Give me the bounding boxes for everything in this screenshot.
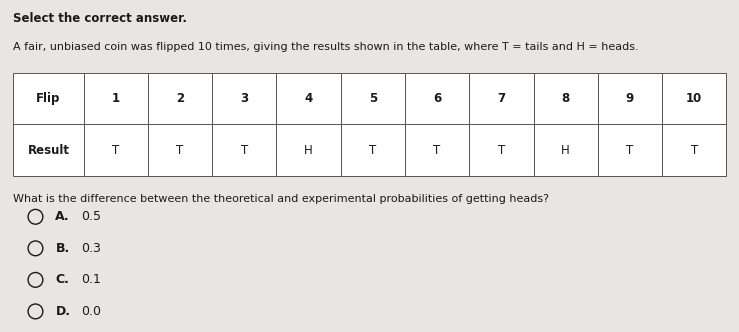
Text: A fair, unbiased coin was flipped 10 times, giving the results shown in the tabl: A fair, unbiased coin was flipped 10 tim… [13,42,639,51]
Text: Result: Result [27,144,69,157]
Bar [598,124,662,176]
Bar [405,124,469,176]
Text: 8: 8 [562,92,570,105]
Text: T: T [112,144,119,157]
Text: What is the difference between the theoretical and experimental probabilities of: What is the difference between the theor… [13,194,549,204]
Bar [405,73,469,124]
Bar [212,73,276,124]
Text: 3: 3 [240,92,248,105]
Bar [13,124,84,176]
Bar [276,73,341,124]
Text: T: T [691,144,698,157]
Text: 4: 4 [304,92,313,105]
Bar [13,73,84,124]
Bar [469,124,534,176]
Text: 7: 7 [497,92,505,105]
Text: C.: C. [55,273,69,287]
Bar [276,124,341,176]
Bar [598,73,662,124]
Bar [84,124,148,176]
Text: 0.3: 0.3 [81,242,101,255]
Text: 2: 2 [176,92,184,105]
Bar [534,73,598,124]
Bar [148,124,212,176]
Text: H: H [562,144,570,157]
Text: 6: 6 [433,92,441,105]
Text: A.: A. [55,210,70,223]
Text: 0.5: 0.5 [81,210,101,223]
Text: H: H [304,144,313,157]
Text: 9: 9 [626,92,634,105]
Text: 5: 5 [369,92,377,105]
Text: 0.1: 0.1 [81,273,101,287]
Bar [662,73,726,124]
Text: T: T [627,144,633,157]
Text: T: T [177,144,183,157]
Text: Flip: Flip [36,92,61,105]
Text: T: T [434,144,440,157]
Bar [341,73,405,124]
Bar [84,73,148,124]
Bar [341,124,405,176]
Text: 0.0: 0.0 [81,305,101,318]
Text: Select the correct answer.: Select the correct answer. [13,12,187,25]
Text: 1: 1 [112,92,120,105]
Text: T: T [241,144,248,157]
Text: 10: 10 [687,92,702,105]
Bar [534,124,598,176]
Bar [662,124,726,176]
Bar [469,73,534,124]
Bar [148,73,212,124]
Text: D.: D. [55,305,70,318]
Text: T: T [498,144,505,157]
Text: B.: B. [55,242,69,255]
Text: T: T [370,144,376,157]
Bar [212,124,276,176]
